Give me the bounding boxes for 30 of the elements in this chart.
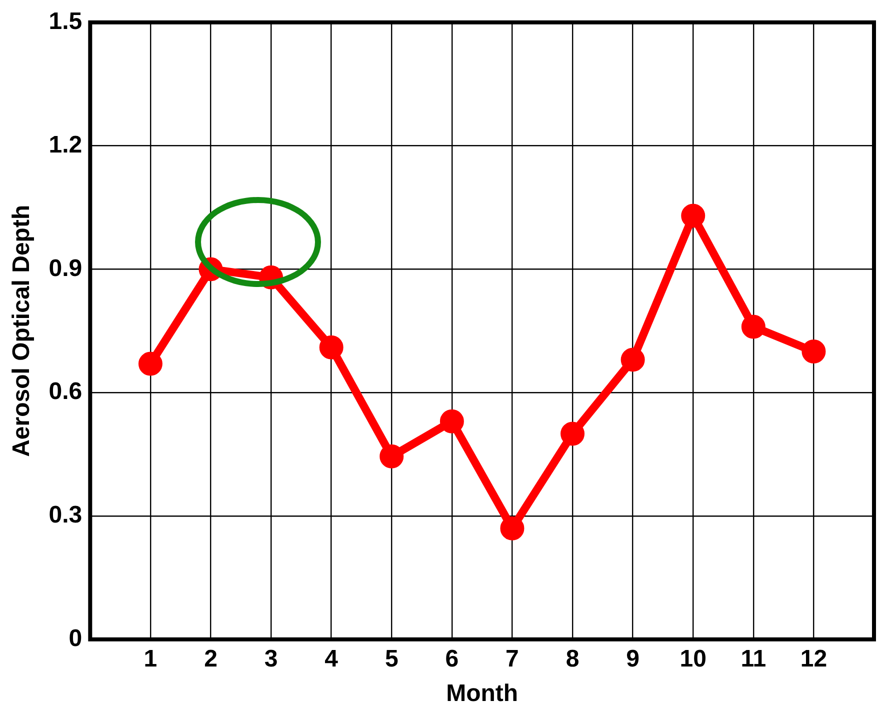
y-tick-label: 0.3 (48, 502, 82, 529)
x-tick-label: 10 (680, 645, 706, 672)
x-tick-label: 3 (264, 645, 278, 672)
point (741, 314, 766, 339)
x-tick-label: 2 (204, 645, 218, 672)
x-tick-label: 7 (506, 645, 519, 672)
y-tick-label: 0.6 (48, 378, 82, 406)
point (500, 516, 524, 540)
y-tick-label: 0 (68, 625, 82, 652)
point (138, 352, 162, 376)
point (560, 422, 585, 446)
x-tick-label: 11 (740, 645, 766, 672)
x-tick-label: 6 (445, 645, 459, 672)
y-tick-label: 1.5 (48, 8, 82, 36)
x-tick-label: 4 (324, 645, 339, 672)
x-tick-label: 5 (384, 645, 398, 672)
point (380, 444, 404, 468)
x-axis-title: Month (446, 680, 518, 708)
point (440, 409, 464, 434)
point (802, 339, 826, 364)
x-tick-label: 8 (566, 645, 580, 672)
y-axis-title: Aerosol Optical Depth (8, 204, 36, 457)
x-tick-label: 12 (800, 645, 828, 672)
y-tick-label: 1.2 (48, 131, 82, 158)
x-tick-label: 1 (144, 645, 158, 672)
point (620, 348, 645, 372)
point (681, 204, 706, 228)
y-tick-label: 0.9 (48, 254, 82, 282)
x-tick-label: 9 (626, 645, 640, 672)
point (319, 335, 344, 360)
